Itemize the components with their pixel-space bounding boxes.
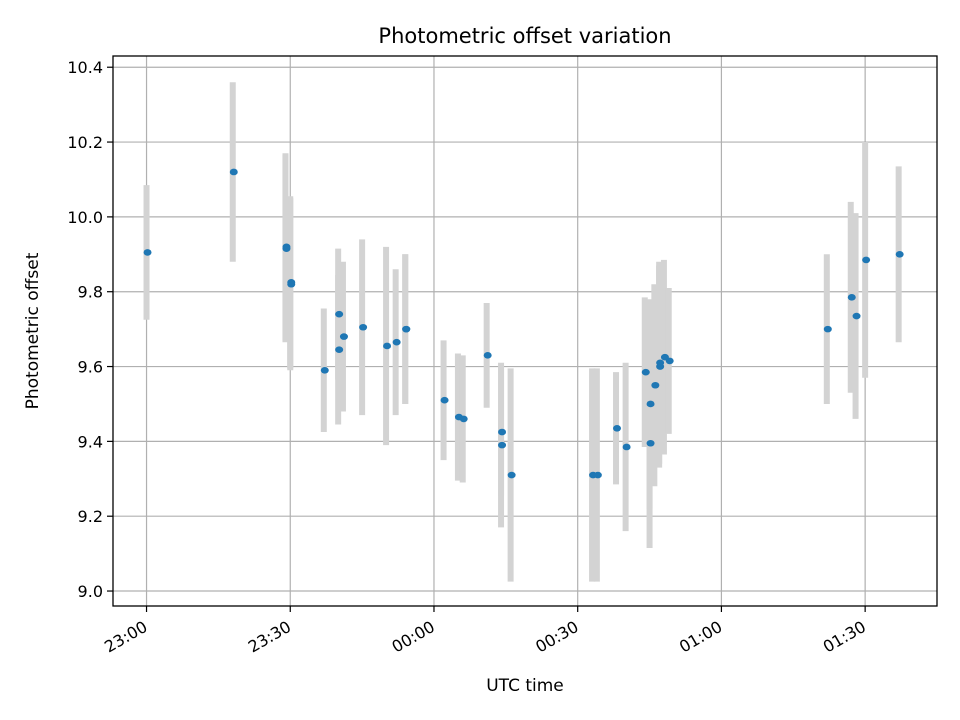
- data-point: [402, 325, 411, 333]
- data-point: [383, 342, 392, 350]
- data-point: [622, 443, 631, 451]
- data-point: [895, 250, 904, 258]
- y-tick-label: 9.4: [78, 432, 103, 451]
- y-tick-label: 9.8: [78, 283, 103, 302]
- data-point: [656, 359, 665, 367]
- data-point: [507, 471, 516, 479]
- data-point: [862, 256, 871, 264]
- y-axis-label: Photometric offset: [23, 252, 43, 409]
- data-point: [335, 310, 344, 318]
- y-tick-label: 10.2: [67, 133, 103, 152]
- data-point: [392, 338, 401, 346]
- y-tick-label: 9.0: [78, 582, 103, 601]
- x-axis-label: UTC time: [486, 676, 564, 696]
- data-point: [665, 357, 674, 365]
- data-point: [143, 249, 152, 256]
- plot-frame: [112, 55, 938, 607]
- data-point: [498, 441, 507, 449]
- chart-title: Photometric offset variation: [378, 24, 671, 48]
- data-point: [483, 352, 492, 359]
- data-point: [823, 325, 832, 333]
- data-point: [440, 396, 449, 404]
- y-tick-label: 9.2: [78, 507, 103, 526]
- y-axis-ticks: 9.0 9.2 9.4 9.6 9.8 10.0 10.2 10.4: [67, 58, 113, 601]
- data-point: [320, 366, 329, 374]
- y-tick-label: 9.6: [78, 358, 103, 377]
- y-tick-label: 10.4: [67, 58, 103, 77]
- data-point: [229, 168, 238, 176]
- data-point: [613, 424, 622, 432]
- data-point: [852, 312, 861, 320]
- data-point: [459, 415, 468, 423]
- data-point: [282, 245, 291, 252]
- data-point: [651, 381, 660, 389]
- data-point: [359, 323, 368, 331]
- y-tick-label: 10.0: [67, 208, 103, 227]
- data-point: [641, 368, 650, 376]
- data-point: [847, 294, 856, 301]
- data-point: [646, 439, 655, 447]
- data-points: [143, 168, 904, 479]
- data-point: [335, 346, 344, 354]
- data-point: [339, 333, 348, 340]
- data-point: [287, 279, 296, 286]
- data-point: [593, 471, 602, 479]
- data-point: [498, 428, 507, 436]
- data-point: [646, 400, 655, 408]
